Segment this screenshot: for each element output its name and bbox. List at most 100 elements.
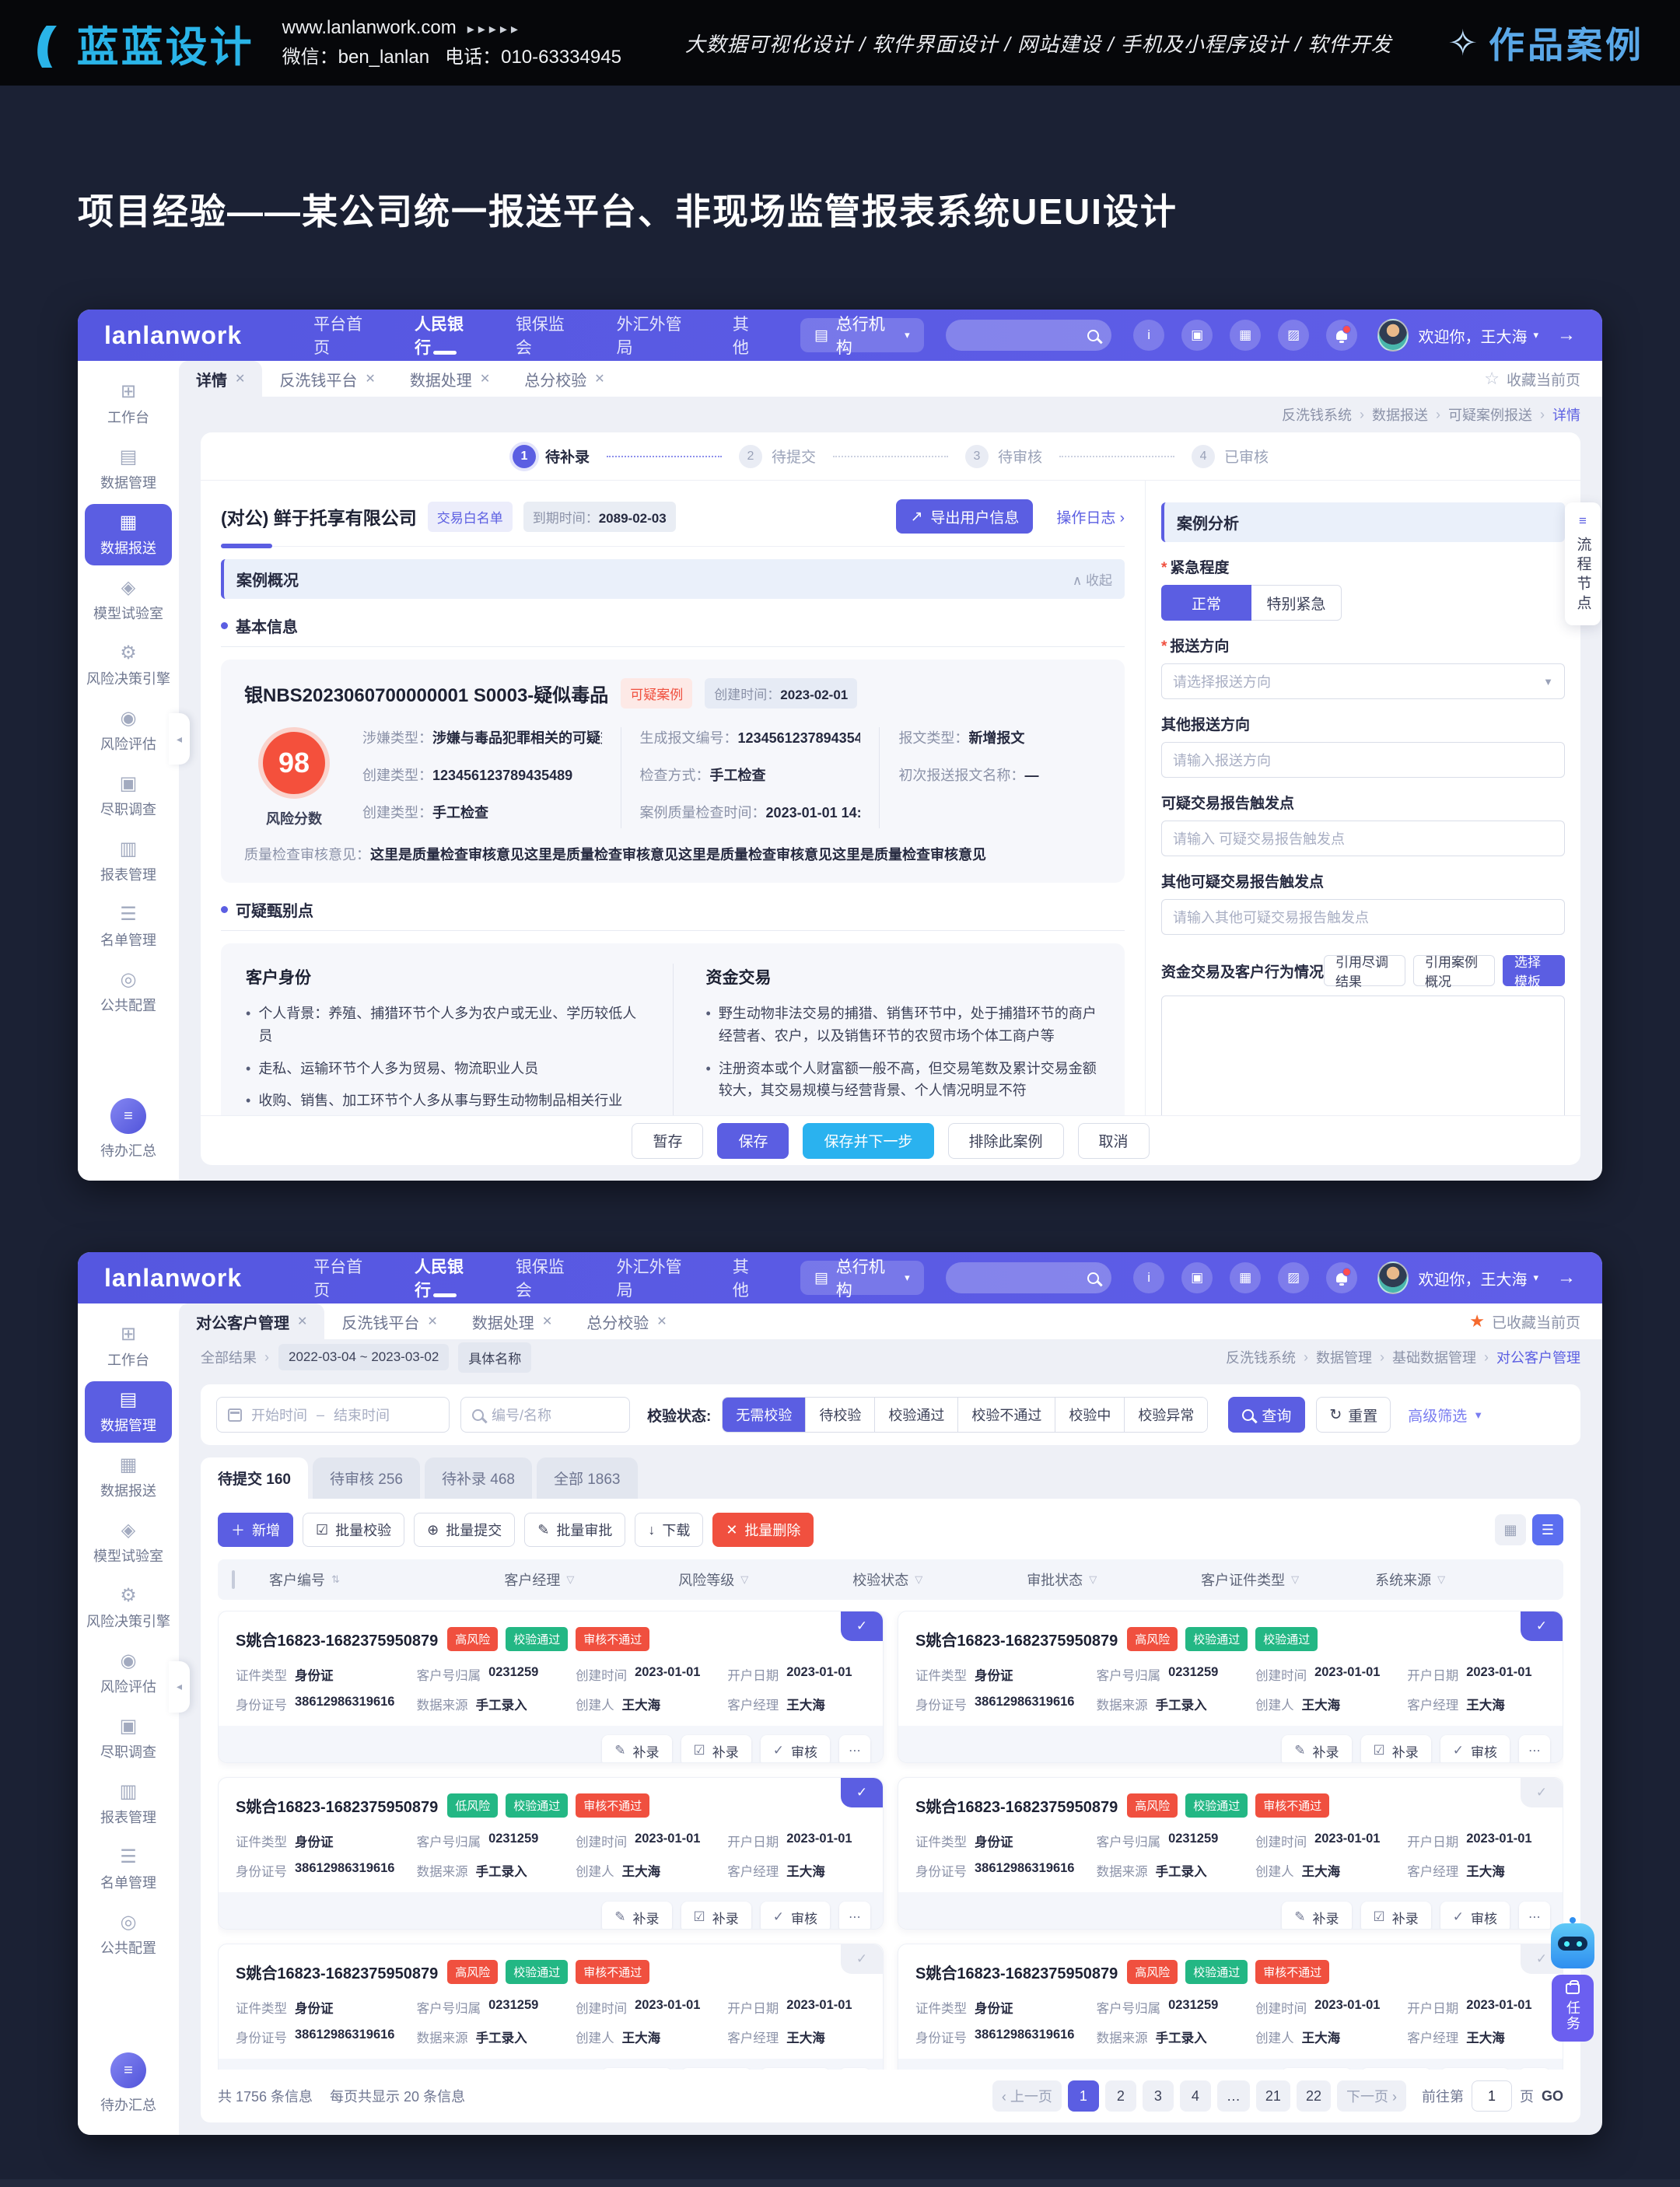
sidebar-item[interactable]: ▣ 尽职调查 (85, 765, 172, 827)
footer-action-button[interactable]: 排除此案例 (947, 1122, 1064, 1159)
status-segment[interactable]: 待校验 (805, 1398, 875, 1432)
other-trigger-input[interactable]: 请输入其他可疑交易报告触发点 (1161, 899, 1565, 935)
card-action-button[interactable]: ✓审核 (760, 1902, 830, 1929)
footer-action-button[interactable]: 保存 (717, 1122, 789, 1159)
nav-menu-item[interactable]: 外汇外管局 ▾ (616, 316, 682, 357)
org-switch-button[interactable]: ▤ 总行机构 ▾ (800, 316, 924, 357)
select-all-checkbox[interactable] (232, 1569, 235, 1589)
card-action-button[interactable]: ☑补录 (681, 1902, 751, 1929)
sidebar-item[interactable]: ◈ 模型试验室 (85, 569, 172, 631)
page-number-button[interactable]: 21 (1255, 2080, 1290, 2112)
query-button[interactable]: 查询 (1228, 1397, 1306, 1433)
next-page-button[interactable]: 下一页 › (1336, 2080, 1406, 2112)
footer-action-button[interactable]: 取消 (1077, 1122, 1150, 1159)
page-tab[interactable]: 总分校验 ✕ (586, 1314, 667, 1332)
status-segment[interactable]: 校验通过 (874, 1398, 958, 1432)
bulk-action-button[interactable]: ☑ 批量校验 (303, 1513, 405, 1547)
todo-summary[interactable]: ≡ 待办汇总 (100, 2052, 156, 2115)
close-icon[interactable]: ✕ (365, 373, 376, 386)
card-action-button[interactable]: ✓审核 (1440, 2068, 1510, 2070)
grid-view-toggle[interactable]: ▦ (1495, 1514, 1526, 1545)
card-action-button[interactable]: ☑补录 (1360, 1735, 1431, 1762)
list-view-toggle[interactable]: ☰ (1532, 1514, 1563, 1545)
card-select-checkbox[interactable]: ✓ (1521, 1611, 1563, 1641)
card-action-button[interactable]: ✓审核 (1440, 1902, 1510, 1929)
apps-icon[interactable]: ▦ (1230, 320, 1262, 351)
column-header[interactable]: 校验状态 ⇅ ▽ (852, 1573, 923, 1588)
folder-icon[interactable]: ▣ (1181, 1262, 1213, 1293)
close-icon[interactable]: ✕ (656, 1315, 667, 1328)
site-url[interactable]: www.lanlanwork.com (282, 16, 457, 38)
sidebar-collapse-handle[interactable]: ◂ (169, 1660, 190, 1713)
sidebar-item[interactable]: ☰ 名单管理 (85, 1839, 172, 1900)
urgency-option[interactable]: 特别紧急 (1251, 585, 1342, 621)
info-icon[interactable]: i (1133, 1262, 1165, 1293)
bulk-action-button[interactable]: ✕ 批量删除 (712, 1513, 814, 1547)
column-header[interactable]: 审批状态 ⇅ ▽ (1027, 1573, 1097, 1588)
count-tab[interactable]: 待审核 256 (312, 1457, 420, 1499)
keyword-search-input[interactable]: 编号/名称 (460, 1397, 630, 1433)
sidebar-item[interactable]: ▦ 数据报送 (85, 504, 172, 565)
export-user-info-button[interactable]: ↗ 导出用户信息 (896, 499, 1034, 534)
date-range-input[interactable]: 开始时间 – 结束时间 (216, 1397, 450, 1433)
sidebar-item[interactable]: ◎ 公共配置 (85, 1904, 172, 1965)
page-tab[interactable]: 数据处理 ✕ (471, 1314, 553, 1332)
more-actions-button[interactable]: ⋯ (839, 2068, 870, 2070)
sidebar-item[interactable]: ⊞ 工作台 (85, 1316, 172, 1377)
app-logo[interactable]: lanlanwork (104, 1263, 243, 1292)
image-icon[interactable]: ▨ (1278, 1262, 1310, 1293)
favorite-page-button[interactable]: ☆ 收藏当前页 (1484, 369, 1580, 389)
column-header[interactable]: 客户经理 ⇅ ▽ (504, 1573, 575, 1588)
more-actions-button[interactable]: ⋯ (1519, 1735, 1550, 1762)
column-header[interactable]: 客户证件类型 ⇅ ▽ (1201, 1573, 1300, 1588)
folder-icon[interactable]: ▣ (1181, 320, 1213, 351)
status-segment[interactable]: 校验中 (1055, 1398, 1125, 1432)
avatar[interactable] (1377, 1261, 1409, 1294)
card-action-button[interactable]: ✓审核 (1440, 1735, 1510, 1762)
close-icon[interactable]: ✕ (541, 1315, 553, 1328)
sidebar-item[interactable]: ⊞ 工作台 (85, 373, 172, 435)
sidebar-item[interactable]: ▥ 报表管理 (85, 1773, 172, 1835)
org-switch-button[interactable]: ▤ 总行机构 ▾ (800, 1258, 924, 1300)
page-tab[interactable]: 反洗钱平台 ✕ (341, 1314, 438, 1332)
close-icon[interactable]: ✕ (235, 373, 246, 386)
page-tab[interactable]: 数据处理 ✕ (409, 372, 491, 390)
sidebar-collapse-handle[interactable]: ◂ (169, 713, 190, 765)
count-tab[interactable]: 待补录 468 (424, 1457, 532, 1499)
operation-log-link[interactable]: 操作日志 › (1056, 509, 1125, 527)
task-float-button[interactable]: 任务 (1552, 1975, 1594, 2042)
sidebar-item[interactable]: ▦ 数据报送 (85, 1447, 172, 1508)
status-segment[interactable]: 无需校验 (723, 1398, 806, 1432)
card-action-button[interactable]: ☑补录 (1360, 2068, 1431, 2070)
sidebar-item[interactable]: ☰ 名单管理 (85, 896, 172, 957)
sidebar-item[interactable]: ▣ 尽职调查 (85, 1708, 172, 1769)
sidebar-item[interactable]: ◉ 风险评估 (85, 1643, 172, 1704)
bulk-action-button[interactable]: ⊕ 批量提交 (414, 1513, 516, 1547)
logout-icon[interactable]: → (1557, 1267, 1576, 1288)
more-actions-button[interactable]: ⋯ (839, 1902, 870, 1929)
more-actions-button[interactable]: ⋯ (1519, 1902, 1550, 1929)
advanced-filter-link[interactable]: 高级筛选 ▼ (1408, 1408, 1484, 1425)
card-action-button[interactable]: ☑补录 (681, 1735, 751, 1762)
global-search-input[interactable] (945, 1262, 1112, 1293)
sidebar-item[interactable]: ⚙ 风险决策引擎 (86, 1585, 170, 1630)
sidebar-item[interactable]: ▤ 数据管理 (85, 439, 172, 500)
page-tab[interactable]: 总分校验 ✕ (524, 372, 605, 390)
count-tab[interactable]: 全部 1863 (536, 1457, 638, 1499)
nav-menu-item[interactable]: 外汇外管局 ▾ (616, 1258, 682, 1300)
status-segment[interactable]: 校验异常 (1124, 1398, 1208, 1432)
card-action-button[interactable]: ☑补录 (1360, 1902, 1431, 1929)
quote-button[interactable]: 引用案例概况 (1413, 955, 1496, 989)
card-action-button[interactable]: ✎补录 (1282, 2068, 1352, 2070)
nav-menu-item[interactable]: 平台首页 ▾ (313, 316, 363, 357)
date-range-chip[interactable]: 2022-03-04 ~ 2023-03-02 (278, 1344, 450, 1370)
card-select-checkbox[interactable]: ✓ (841, 1778, 883, 1807)
nav-menu-item[interactable]: 银保监会 ▾ (515, 1258, 565, 1300)
card-action-button[interactable]: ✎补录 (602, 2068, 672, 2070)
global-search-input[interactable] (945, 320, 1112, 351)
count-tab[interactable]: 待提交 160 (201, 1457, 308, 1499)
nav-menu-item[interactable]: 人民银行 ▾ (394, 310, 495, 361)
card-action-button[interactable]: ✎补录 (1282, 1735, 1352, 1762)
nav-menu-item[interactable]: 银保监会 ▾ (515, 316, 565, 357)
report-direction-select[interactable]: 请选择报送方向 ▼ (1161, 663, 1565, 699)
